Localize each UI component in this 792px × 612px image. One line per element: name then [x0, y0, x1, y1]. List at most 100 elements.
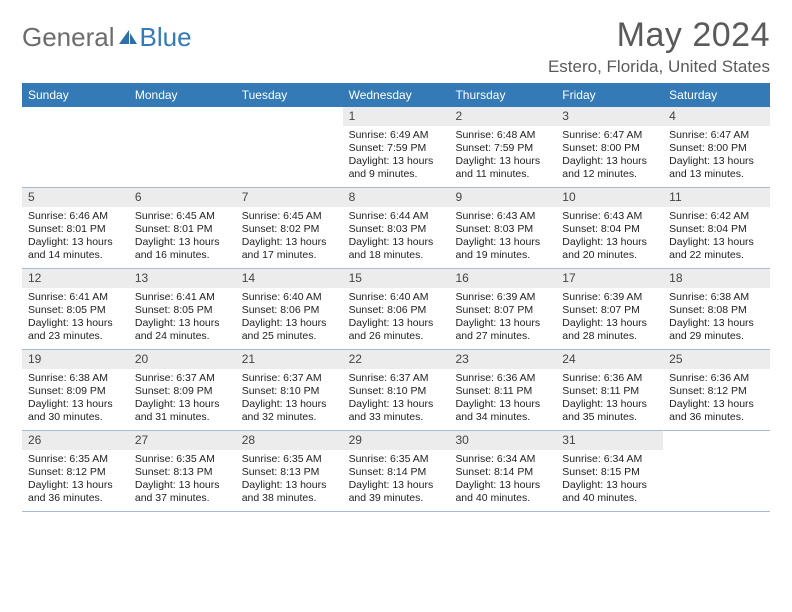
daylight-line: and 19 minutes. [451, 249, 554, 262]
sunset-line: Sunset: 8:12 PM [24, 466, 127, 479]
month-title: May 2024 [548, 16, 770, 55]
daylight-line: and 40 minutes. [558, 492, 661, 505]
daylight-line: Daylight: 13 hours [345, 317, 448, 330]
header: General Blue May 2024 Estero, Florida, U… [22, 16, 770, 77]
day-number: 24 [556, 350, 663, 369]
daylight-line: and 20 minutes. [558, 249, 661, 262]
sunset-line: Sunset: 8:14 PM [451, 466, 554, 479]
daylight-line: and 18 minutes. [345, 249, 448, 262]
daylight-line: Daylight: 13 hours [451, 155, 554, 168]
day-cell: 9Sunrise: 6:43 AMSunset: 8:03 PMDaylight… [449, 188, 556, 268]
dow-saturday: Saturday [663, 83, 770, 107]
sunset-line: Sunset: 8:04 PM [665, 223, 768, 236]
dow-sunday: Sunday [22, 83, 129, 107]
sunrise-line: Sunrise: 6:36 AM [665, 372, 768, 385]
day-number: 6 [129, 188, 236, 207]
sunrise-line: Sunrise: 6:35 AM [24, 453, 127, 466]
daylight-line: and 29 minutes. [665, 330, 768, 343]
daylight-line: Daylight: 13 hours [665, 155, 768, 168]
sunset-line: Sunset: 8:00 PM [665, 142, 768, 155]
sunset-line: Sunset: 8:09 PM [24, 385, 127, 398]
daylight-line: Daylight: 13 hours [131, 479, 234, 492]
daylight-line: Daylight: 13 hours [238, 398, 341, 411]
sunrise-line: Sunrise: 6:46 AM [24, 210, 127, 223]
day-cell: 2 Sunrise: 6:48 AMSunset: 7:59 PMDaylight… [449, 107, 556, 187]
daylight-line: and 17 minutes. [238, 249, 341, 262]
sunrise-line: Sunrise: 6:34 AM [558, 453, 661, 466]
daylight-line: Daylight: 13 hours [24, 236, 127, 249]
day-number: 8 [343, 188, 450, 207]
sunset-line: Sunset: 8:04 PM [558, 223, 661, 236]
daylight-line: Daylight: 13 hours [345, 479, 448, 492]
daylight-line: Daylight: 13 hours [238, 317, 341, 330]
daylight-line: Daylight: 13 hours [451, 398, 554, 411]
day-number: 19 [22, 350, 129, 369]
daylight-line: and 34 minutes. [451, 411, 554, 424]
daylight-line: Daylight: 13 hours [131, 317, 234, 330]
sunset-line: Sunset: 8:02 PM [238, 223, 341, 236]
day-cell: 27Sunrise: 6:35 AMSunset: 8:13 PMDayligh… [129, 431, 236, 511]
daylight-line: and 23 minutes. [24, 330, 127, 343]
day-cell [22, 107, 129, 187]
day-number: 23 [449, 350, 556, 369]
daylight-line: and 28 minutes. [558, 330, 661, 343]
sunrise-line: Sunrise: 6:39 AM [451, 291, 554, 304]
day-cell: 14Sunrise: 6:40 AMSunset: 8:06 PMDayligh… [236, 269, 343, 349]
daylight-line: and 36 minutes. [24, 492, 127, 505]
sunset-line: Sunset: 8:10 PM [345, 385, 448, 398]
day-number: 11 [663, 188, 770, 207]
daylight-line: Daylight: 13 hours [451, 479, 554, 492]
day-cell: 6Sunrise: 6:45 AMSunset: 8:01 PMDaylight… [129, 188, 236, 268]
day-cell: 17Sunrise: 6:39 AMSunset: 8:07 PMDayligh… [556, 269, 663, 349]
daylight-line: Daylight: 13 hours [451, 236, 554, 249]
day-cell: 24Sunrise: 6:36 AMSunset: 8:11 PMDayligh… [556, 350, 663, 430]
day-number: 17 [556, 269, 663, 288]
sunset-line: Sunset: 7:59 PM [451, 142, 554, 155]
day-number: 21 [236, 350, 343, 369]
sunrise-line: Sunrise: 6:48 AM [451, 129, 554, 142]
daylight-line: Daylight: 13 hours [558, 236, 661, 249]
week-row: 1Sunrise: 6:49 AMSunset: 7:59 PMDaylight… [22, 107, 770, 188]
calendar: SundayMondayTuesdayWednesdayThursdayFrid… [22, 83, 770, 512]
location: Estero, Florida, United States [548, 57, 770, 77]
daylight-line: and 9 minutes. [345, 168, 448, 181]
daylight-line: Daylight: 13 hours [24, 398, 127, 411]
day-cell: 21Sunrise: 6:37 AMSunset: 8:10 PMDayligh… [236, 350, 343, 430]
sunset-line: Sunset: 8:07 PM [558, 304, 661, 317]
sunrise-line: Sunrise: 6:37 AM [131, 372, 234, 385]
sunrise-line: Sunrise: 6:37 AM [238, 372, 341, 385]
daylight-line: and 32 minutes. [238, 411, 341, 424]
sunset-line: Sunset: 8:01 PM [131, 223, 234, 236]
daylight-line: Daylight: 13 hours [131, 398, 234, 411]
day-number [663, 431, 770, 450]
day-number: 12 [22, 269, 129, 288]
day-number: 2 [449, 107, 556, 126]
day-number: 30 [449, 431, 556, 450]
dow-monday: Monday [129, 83, 236, 107]
sunrise-line: Sunrise: 6:40 AM [345, 291, 448, 304]
sunset-line: Sunset: 8:01 PM [24, 223, 127, 236]
daylight-line: and 39 minutes. [345, 492, 448, 505]
logo: General Blue [22, 22, 192, 53]
day-cell: 1Sunrise: 6:49 AMSunset: 7:59 PMDaylight… [343, 107, 450, 187]
sunrise-line: Sunrise: 6:41 AM [24, 291, 127, 304]
sunrise-line: Sunrise: 6:47 AM [558, 129, 661, 142]
day-cell: 30Sunrise: 6:34 AMSunset: 8:14 PMDayligh… [449, 431, 556, 511]
sunrise-line: Sunrise: 6:43 AM [451, 210, 554, 223]
sunset-line: Sunset: 8:07 PM [451, 304, 554, 317]
sunset-line: Sunset: 8:13 PM [131, 466, 234, 479]
daylight-line: and 36 minutes. [665, 411, 768, 424]
daylight-line: Daylight: 13 hours [665, 398, 768, 411]
daylight-line: Daylight: 13 hours [24, 317, 127, 330]
day-number: 25 [663, 350, 770, 369]
sunrise-line: Sunrise: 6:38 AM [24, 372, 127, 385]
sunrise-line: Sunrise: 6:35 AM [131, 453, 234, 466]
daylight-line: and 37 minutes. [131, 492, 234, 505]
day-number: 3 [556, 107, 663, 126]
day-number: 13 [129, 269, 236, 288]
sunset-line: Sunset: 8:03 PM [451, 223, 554, 236]
daylight-line: Daylight: 13 hours [558, 317, 661, 330]
sunset-line: Sunset: 8:03 PM [345, 223, 448, 236]
day-cell [236, 107, 343, 187]
sunrise-line: Sunrise: 6:45 AM [131, 210, 234, 223]
